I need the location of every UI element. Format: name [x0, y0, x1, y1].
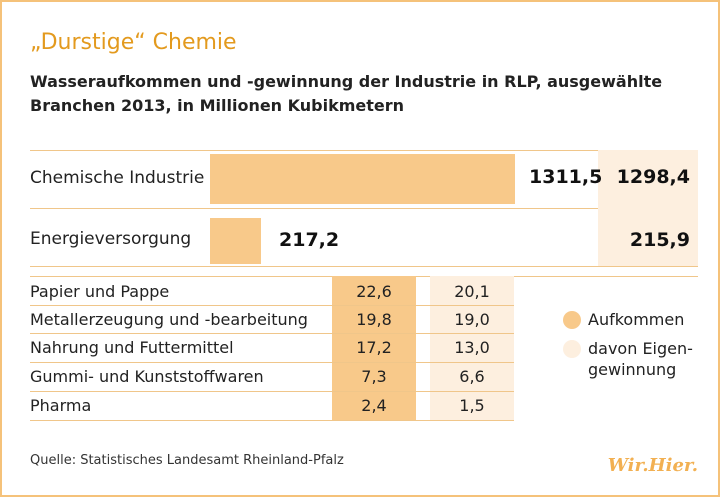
- category-label-gummi: Gummi- und Kunststoffwaren: [30, 367, 264, 386]
- legend-dot-aufkommen: [563, 311, 581, 329]
- aufkommen-column-bg: [332, 276, 416, 421]
- value-aufkommen-papier: 22,6: [356, 282, 392, 301]
- legend-label-eigengewinnung-2: gewinnung: [588, 360, 677, 379]
- category-label-metall: Metallerzeugung und -bearbeitung: [30, 310, 308, 329]
- eigengewinnung-column-bg: [430, 276, 514, 421]
- eigengewinnung-column-bg: [598, 150, 698, 266]
- row-divider: [30, 391, 514, 392]
- divider: [30, 266, 698, 267]
- value-eigen-pharma: 1,5: [459, 396, 485, 415]
- value-eigen-papier: 20,1: [454, 282, 490, 301]
- value-eigen-chemie: 1298,4: [616, 166, 690, 188]
- value-aufkommen-nahrung: 17,2: [356, 338, 392, 357]
- chart-title: „Durstige“ Chemie: [30, 30, 237, 55]
- category-label-nahrung: Nahrung und Futtermittel: [30, 338, 234, 357]
- bar-aufkommen-energie: [210, 218, 261, 264]
- category-label-papier: Papier und Pappe: [30, 282, 170, 301]
- value-eigen-energie: 215,9: [629, 229, 690, 251]
- value-eigen-nahrung: 13,0: [454, 338, 490, 357]
- category-label-pharma: Pharma: [30, 396, 92, 415]
- value-eigen-gummi: 6,6: [459, 367, 485, 386]
- divider: [30, 208, 698, 209]
- source-note: Quelle: Statistisches Landesamt Rheinlan…: [30, 453, 344, 468]
- legend-label-aufkommen: Aufkommen: [588, 310, 685, 329]
- category-label-energie: Energieversorgung: [30, 229, 192, 249]
- row-divider: [30, 333, 514, 334]
- value-aufkommen-chemie: 1311,5: [529, 166, 603, 188]
- value-aufkommen-pharma: 2,4: [361, 396, 387, 415]
- row-divider: [30, 362, 514, 363]
- value-aufkommen-gummi: 7,3: [361, 367, 387, 386]
- value-aufkommen-energie: 217,2: [279, 229, 340, 251]
- row-divider: [30, 305, 514, 306]
- legend-label-eigengewinnung-1: davon Eigen-: [588, 339, 693, 358]
- divider: [30, 150, 698, 151]
- bar-aufkommen-chemie: [210, 154, 515, 204]
- row-divider: [30, 420, 514, 421]
- value-aufkommen-metall: 19,8: [356, 310, 392, 329]
- legend-dot-eigengewinnung: [563, 340, 581, 358]
- chart-subtitle: Wasseraufkommen und -gewinnung der Indus…: [30, 72, 663, 115]
- brand-logo: Wir.Hier.: [607, 455, 698, 476]
- value-eigen-metall: 19,0: [454, 310, 490, 329]
- category-label-chemie: Chemische Industrie: [30, 168, 205, 188]
